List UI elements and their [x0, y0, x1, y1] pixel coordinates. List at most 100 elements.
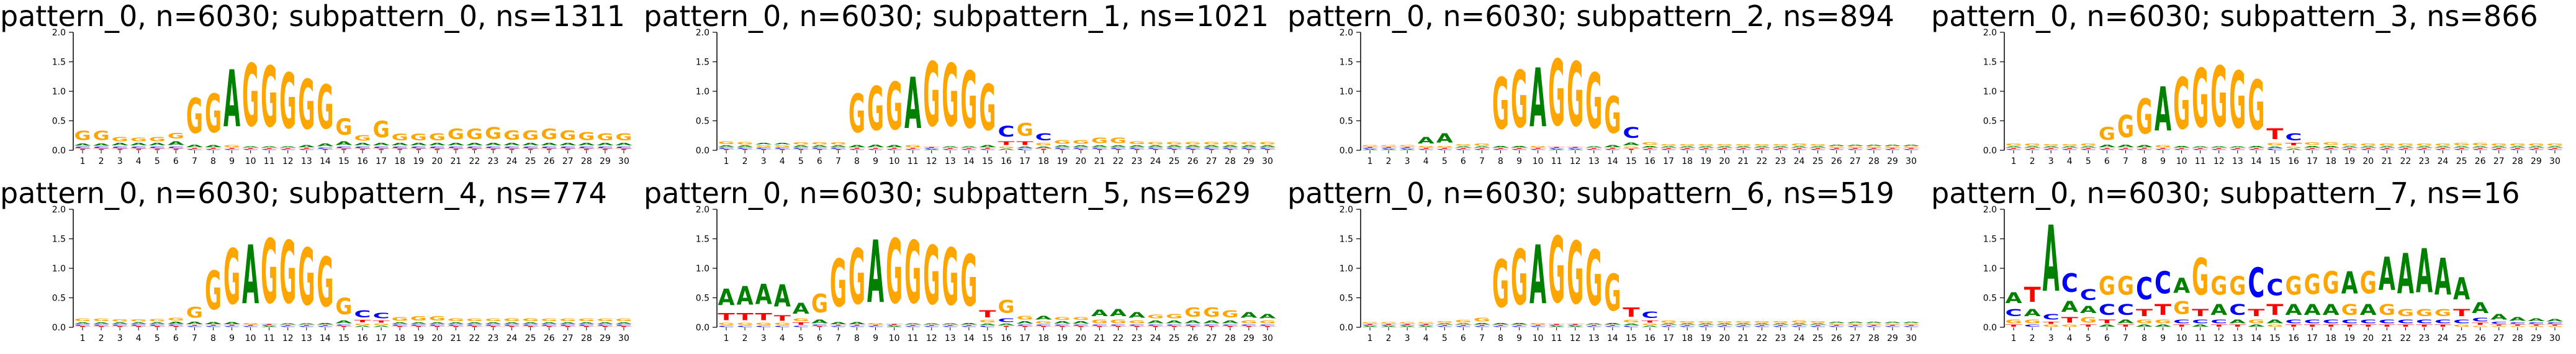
y-tick-label: 1.0 — [1340, 264, 1353, 274]
x-tick-label: 1 — [1367, 334, 1373, 343]
logo-letter-G: G — [578, 130, 595, 143]
logo-letter-T: T — [2379, 148, 2395, 149]
logo-letter-G: G — [2323, 142, 2340, 146]
logo-letter-C: C — [942, 149, 958, 150]
x-tick-label: 13 — [2232, 157, 2243, 166]
x-tick-label: 23 — [1775, 334, 1786, 343]
logo-letter-A: A — [811, 145, 829, 147]
logo-letter-C: C — [2266, 148, 2283, 150]
logo-letter-A: A — [1585, 323, 1603, 325]
logo-letter-A: A — [2266, 146, 2284, 148]
logo-letter-C: C — [410, 324, 427, 326]
logo-letter-T: T — [2546, 324, 2564, 326]
logo-letter-G: G — [429, 315, 446, 322]
logo-letter-A: A — [1772, 146, 1790, 148]
logo-letter-T: T — [1735, 325, 1752, 326]
logo-letter-A: A — [2434, 146, 2452, 148]
logo-letter-G: G — [242, 322, 259, 325]
logo-panel-0: pattern_0, n=6030; subpattern_0, ns=1311… — [0, 0, 644, 177]
logo-letter-T: T — [2210, 148, 2227, 149]
logo-letter-G: G — [112, 319, 128, 322]
logo-letter-A: A — [942, 146, 959, 148]
logo-letter-A: A — [2341, 146, 2359, 148]
logo-letter-C: C — [2024, 324, 2041, 327]
logo-letter-G: G — [960, 55, 977, 146]
x-tick-label: 26 — [1831, 157, 1842, 166]
x-tick-label: 7 — [1479, 157, 1485, 166]
x-tick-label: 9 — [873, 157, 878, 166]
logo-letter-A: A — [354, 143, 372, 147]
logo-letter-T: T — [1828, 325, 1845, 326]
logo-letter-A: A — [242, 146, 259, 148]
x-tick-label: 19 — [1700, 334, 1711, 343]
logo-letter-A: A — [448, 322, 465, 324]
logo-letter-A: A — [2323, 145, 2340, 148]
logo-letter-C: C — [2229, 149, 2246, 150]
logo-letter-A: A — [1884, 322, 1901, 324]
logo-letter-A: A — [1754, 146, 1771, 148]
logo-letter-T: T — [2341, 324, 2359, 327]
logo-letter-A: A — [1128, 145, 1146, 147]
logo-letter-T: T — [2472, 148, 2488, 149]
logo-panel-2: pattern_0, n=6030; subpattern_2, ns=894 0… — [1287, 0, 1931, 177]
logo-letter-T: T — [2061, 315, 2078, 324]
logo-letter-T: T — [1054, 149, 1071, 150]
logo-letter-C: C — [1585, 326, 1602, 327]
y-tick-label: 1.5 — [1340, 235, 1353, 245]
logo-letter-T: T — [2360, 324, 2377, 327]
logo-letter-T: T — [1362, 147, 1379, 148]
logo-letter-A: A — [1492, 145, 1510, 148]
x-tick-label: 16 — [1644, 157, 1655, 166]
logo-letter-A: A — [1492, 322, 1510, 325]
logo-letter-T: T — [429, 148, 446, 150]
logo-letter-A: A — [1166, 320, 1183, 324]
logo-letter-G: G — [448, 317, 464, 322]
logo-letter-G: G — [2043, 144, 2060, 147]
logo-letter-G: G — [2528, 326, 2544, 327]
logo-letter-A: A — [2136, 324, 2153, 327]
x-tick-label: 16 — [2288, 334, 2299, 343]
logo-letter-T: T — [1623, 148, 1640, 150]
logo-letter-A: A — [2099, 145, 2116, 148]
logo-letter-T: T — [205, 148, 222, 149]
logo-letter-T: T — [1791, 148, 1808, 149]
logo-letter-T: T — [1380, 147, 1397, 148]
logo-letter-C: C — [466, 147, 483, 149]
logo-letter-T: T — [298, 325, 315, 326]
x-tick-label: 23 — [488, 334, 499, 343]
logo-letter-A: A — [242, 229, 259, 322]
logo-letter-T: T — [1884, 148, 1901, 149]
logo-letter-G: G — [149, 319, 166, 322]
logo-letter-A: A — [1259, 313, 1276, 320]
logo-letter-C: C — [1567, 325, 1583, 326]
logo-letter-G: G — [942, 232, 958, 323]
logo-letter-C: C — [74, 147, 91, 149]
x-tick-label: 22 — [1757, 334, 1768, 343]
x-tick-label: 17 — [376, 157, 387, 166]
logo-letter-G: G — [2136, 319, 2153, 324]
logo-letter-C: C — [2490, 149, 2507, 150]
logo-letter-A: A — [2360, 146, 2377, 148]
logo-letter-A: A — [522, 322, 539, 324]
logo-letter-C: C — [373, 312, 390, 320]
logo-letter-T: T — [1660, 325, 1677, 326]
logo-letter-C: C — [2509, 149, 2526, 150]
y-tick-label: 0.0 — [1340, 323, 1353, 333]
x-tick-label: 11 — [2195, 334, 2206, 343]
logo-letter-C: C — [448, 324, 464, 326]
logo-letter-T: T — [1035, 326, 1052, 327]
x-tick-label: 24 — [2438, 157, 2449, 166]
logo-letter-A: A — [1455, 146, 1472, 148]
logo-letter-C: C — [485, 324, 502, 326]
logo-letter-G: G — [410, 315, 427, 322]
logo-letter-C: C — [979, 325, 996, 327]
logo-letter-C: C — [1903, 326, 1919, 327]
logo-letter-G: G — [522, 129, 539, 143]
logo-letter-C: C — [1017, 148, 1034, 150]
logo-letter-C: C — [2155, 149, 2171, 150]
logo-letter-G: G — [923, 230, 940, 324]
x-tick-label: 3 — [1405, 334, 1410, 343]
logo-letter-G: G — [317, 73, 333, 143]
logo-letter-C: C — [2323, 149, 2340, 150]
logo-letter-A: A — [1054, 145, 1071, 147]
